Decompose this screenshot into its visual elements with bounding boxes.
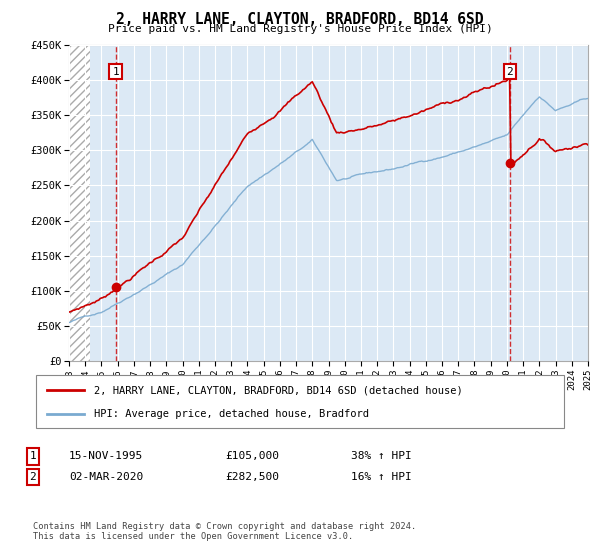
Text: Price paid vs. HM Land Registry's House Price Index (HPI): Price paid vs. HM Land Registry's House … [107, 24, 493, 34]
Text: 2, HARRY LANE, CLAYTON, BRADFORD, BD14 6SD: 2, HARRY LANE, CLAYTON, BRADFORD, BD14 6… [116, 12, 484, 27]
Text: 1: 1 [29, 451, 37, 461]
FancyBboxPatch shape [36, 375, 564, 428]
Text: 15-NOV-1995: 15-NOV-1995 [69, 451, 143, 461]
Text: £105,000: £105,000 [225, 451, 279, 461]
Text: 02-MAR-2020: 02-MAR-2020 [69, 472, 143, 482]
Text: 38% ↑ HPI: 38% ↑ HPI [351, 451, 412, 461]
Text: 2: 2 [506, 67, 513, 77]
Text: 2, HARRY LANE, CLAYTON, BRADFORD, BD14 6SD (detached house): 2, HARRY LANE, CLAYTON, BRADFORD, BD14 6… [94, 385, 463, 395]
Bar [69, 45, 90, 361]
Text: 1: 1 [112, 67, 119, 77]
Text: £282,500: £282,500 [225, 472, 279, 482]
Text: 2: 2 [29, 472, 37, 482]
Text: 16% ↑ HPI: 16% ↑ HPI [351, 472, 412, 482]
Text: Contains HM Land Registry data © Crown copyright and database right 2024.
This d: Contains HM Land Registry data © Crown c… [33, 522, 416, 542]
Text: HPI: Average price, detached house, Bradford: HPI: Average price, detached house, Brad… [94, 408, 369, 418]
